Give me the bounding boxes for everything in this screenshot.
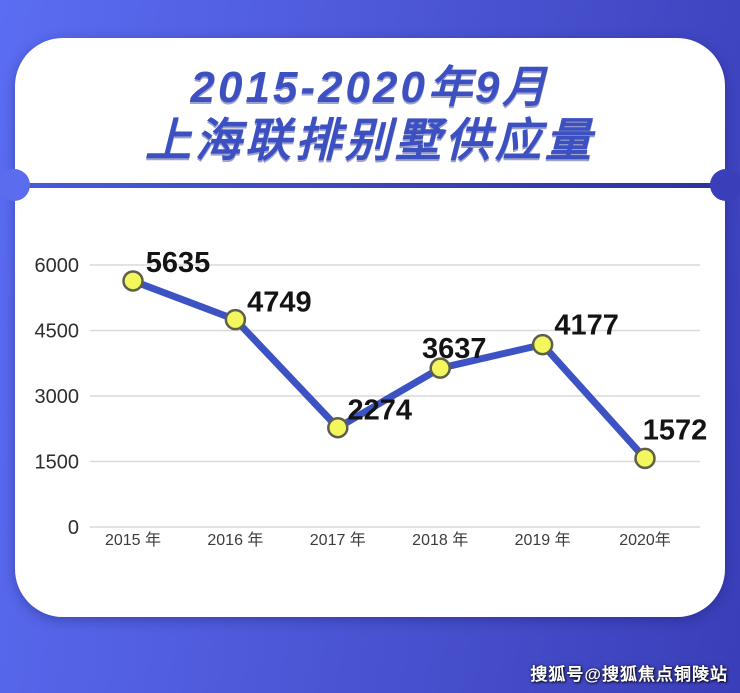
- data-point-marker: [224, 308, 247, 331]
- x-axis-tick-label: 2019 年: [515, 531, 571, 549]
- data-point-marker: [327, 416, 349, 439]
- data-point-label: 4749: [247, 287, 312, 319]
- page-title: 2015-2020年9月 上海联排别墅供应量: [15, 62, 725, 166]
- y-axis-tick-label: 4500: [35, 321, 80, 343]
- data-point-label: 1572: [643, 414, 708, 446]
- y-axis-tick-label: 0: [68, 517, 79, 539]
- x-axis-tick-label: 2016 年: [207, 531, 263, 549]
- watermark: 搜狐号@搜狐焦点铜陵站: [530, 665, 728, 684]
- data-point-label: 3637: [422, 333, 487, 365]
- title-line-2: 上海联排别墅供应量: [145, 114, 595, 166]
- divider-notch-left-icon: [0, 169, 30, 201]
- divider-notch-right-icon: [710, 169, 740, 201]
- chart-area: 0 1500 3000 4500 6000 2015 年 2016 年 2017 年 2018 …: [15, 188, 725, 573]
- x-axis-tick-label: 2018 年: [412, 531, 468, 549]
- data-point-marker: [429, 357, 451, 379]
- series-line: [129, 277, 649, 462]
- data-point-marker: [531, 333, 554, 356]
- title-line-1: 2015-2020年9月: [190, 63, 550, 112]
- x-axis-tick-label: 2020年: [619, 531, 671, 549]
- data-point-marker: [634, 447, 656, 470]
- infographic-card: 2015-2020年9月 上海联排别墅供应量 0 1500 3000 4500 6000…: [0, 38, 740, 617]
- y-axis-tick-label: 1500: [35, 452, 80, 474]
- data-point-label: 2274: [348, 395, 413, 427]
- y-axis-tick-label: 6000: [35, 255, 80, 277]
- data-point-label: 5635: [146, 247, 211, 279]
- y-axis-tick-label: 3000: [35, 386, 80, 408]
- data-point-marker: [122, 270, 144, 292]
- supply-line-chart: 0 1500 3000 4500 6000 2015 年 2016 年 2017 年 2018 …: [35, 247, 708, 549]
- x-axis-tick-label: 2017 年: [310, 531, 366, 549]
- data-point-label: 4177: [554, 310, 619, 342]
- title-divider: [23, 183, 717, 188]
- x-axis-tick-label: 2015 年: [105, 531, 161, 549]
